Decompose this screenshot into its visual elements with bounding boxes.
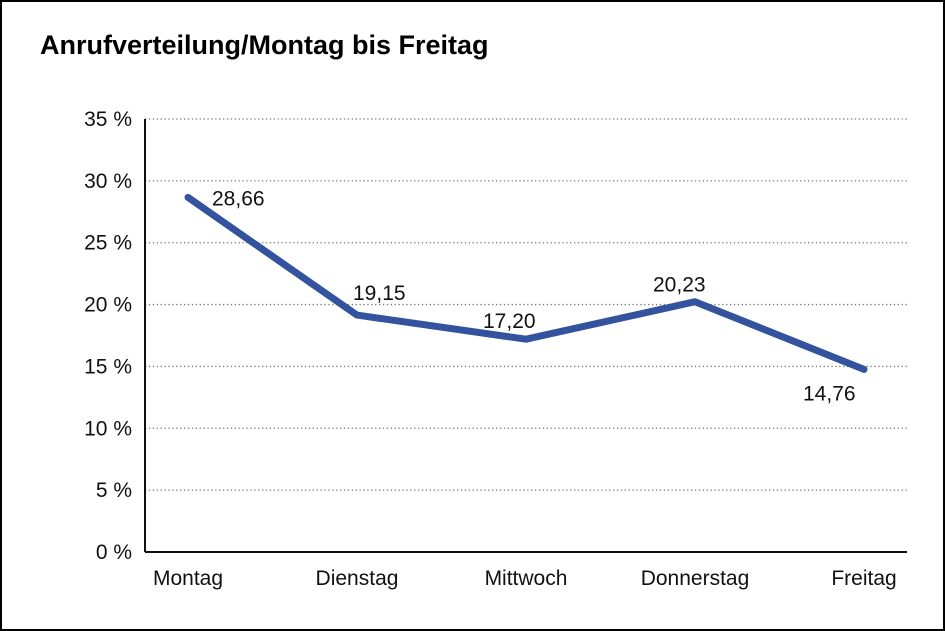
x-tick-label: Montag [153,567,223,590]
y-tick-label: 10 % [84,417,132,440]
x-tick-label: Mittwoch [485,567,568,590]
y-tick-label: 5 % [96,479,132,502]
data-point-label: 14,76 [803,382,856,405]
y-tick-label: 30 % [84,170,132,193]
data-point-label: 28,66 [212,187,265,210]
y-tick-label: 15 % [84,355,132,378]
y-tick-label: 0 % [96,541,132,564]
y-tick-label: 25 % [84,232,132,255]
y-tick-label: 20 % [84,294,132,317]
data-point-label: 19,15 [353,282,406,305]
x-tick-label: Dienstag [316,567,399,590]
y-tick-label: 35 % [84,108,132,131]
chart-title: Anrufverteilung/Montag bis Freitag [40,30,489,60]
x-tick-label: Freitag [831,567,896,590]
data-point-label: 20,23 [653,274,706,297]
series-line [184,193,868,373]
x-tick-label: Donnerstag [641,567,750,590]
data-point-label: 17,20 [483,310,536,333]
